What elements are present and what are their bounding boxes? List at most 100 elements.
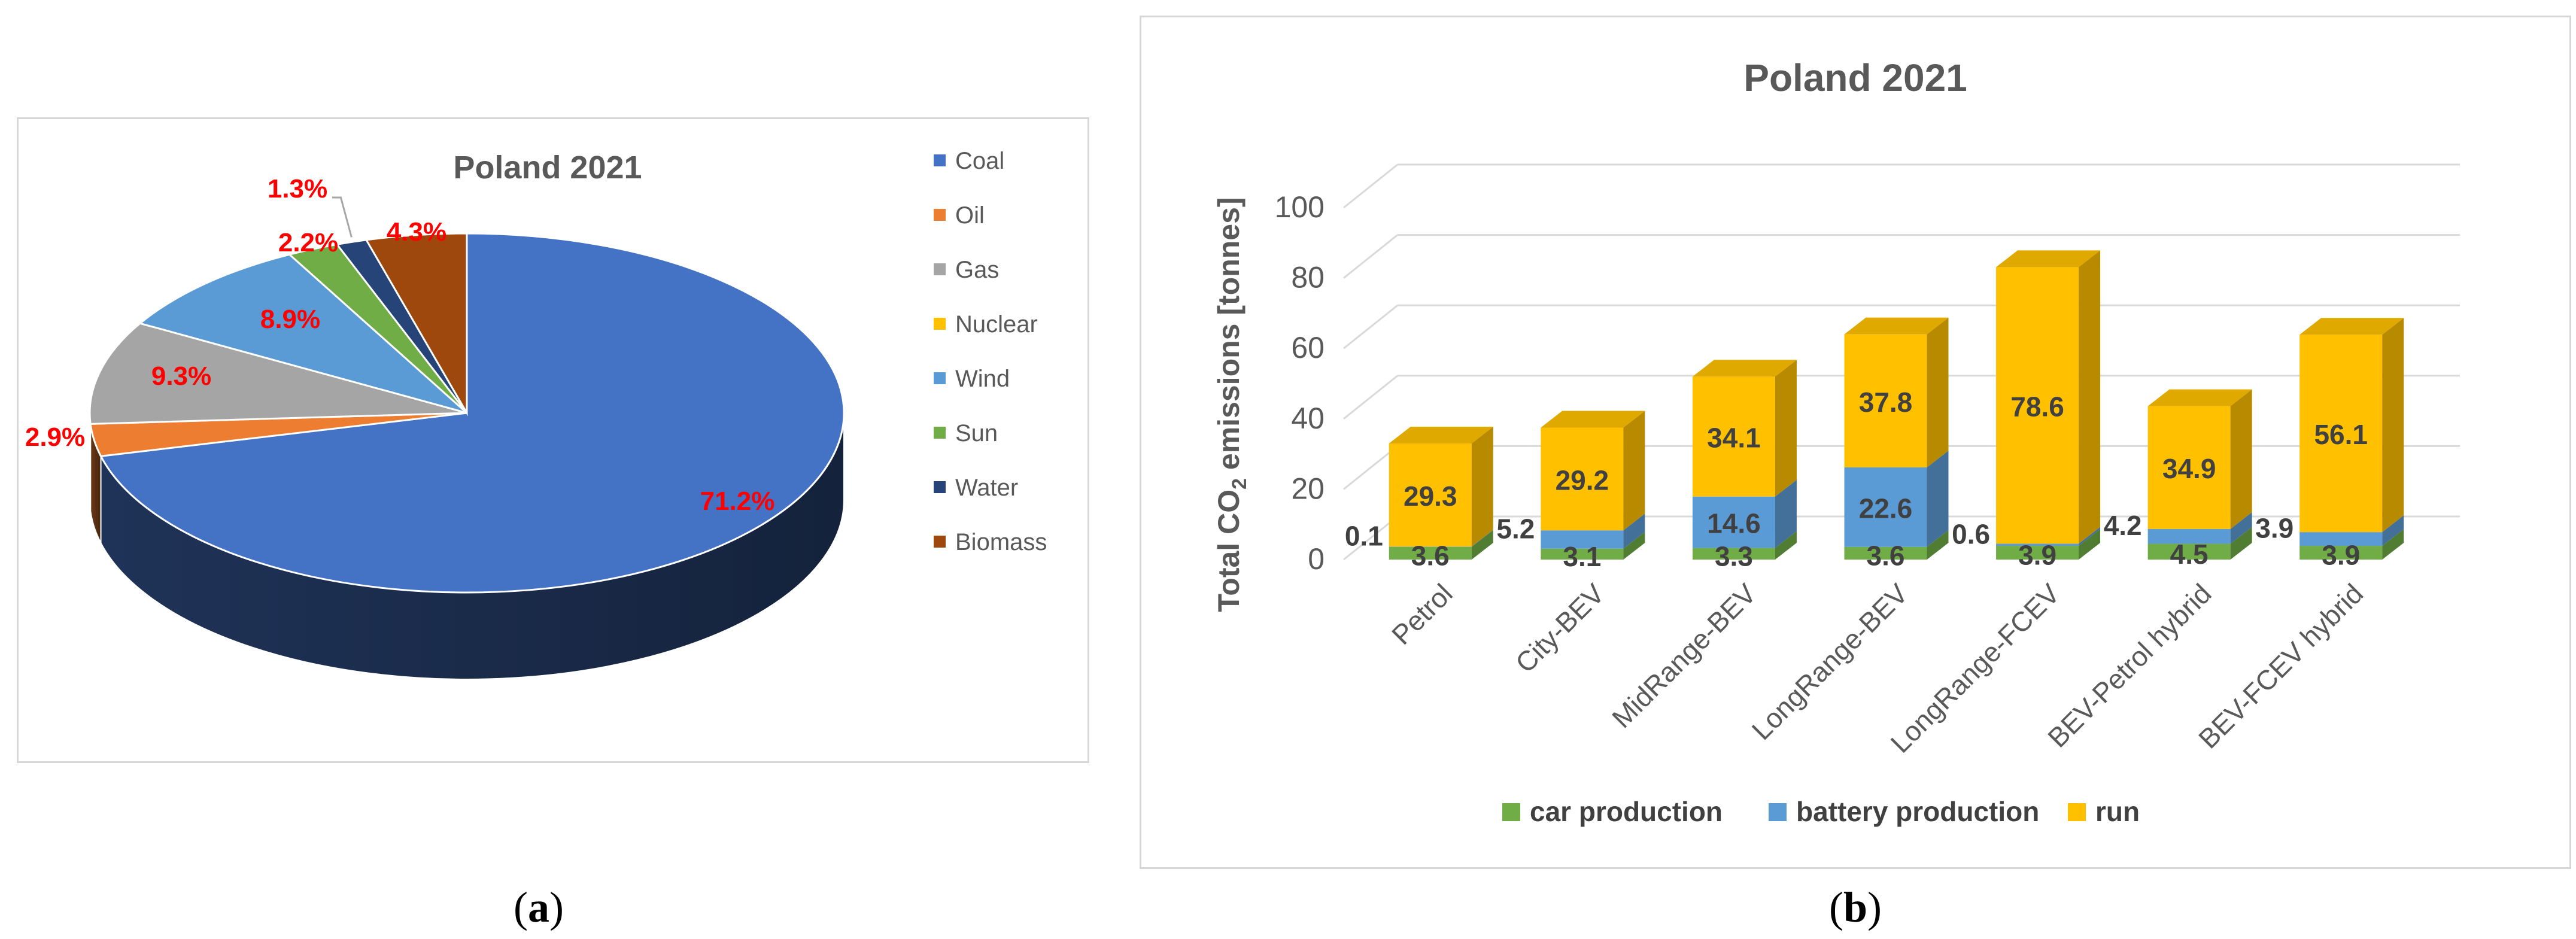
label-longrange-fcev-car-production: 3.9	[2018, 540, 2056, 571]
bar-petrol-run	[1389, 443, 1472, 547]
legend-label-wind: Wind	[955, 366, 1010, 392]
pie-label-water: 1.3%	[268, 174, 327, 203]
bar-bev-petrol-hybrid-battery-production	[2147, 528, 2231, 544]
pie-legend: Coal Oil Gas Nuclear Wind Sun Water Biomass	[934, 148, 1047, 555]
bar-side-petrol-battery-production	[1471, 530, 1493, 547]
pie-slice-wind	[138, 253, 467, 414]
legend-label-biomass: Biomass	[955, 529, 1047, 555]
bar-petrol-car-production	[1389, 546, 1472, 560]
pie-title: Poland 2021	[453, 150, 642, 186]
label-bev-fcev-hybrid-run: 56.1	[2314, 419, 2368, 450]
legend-label-run: run	[2095, 796, 2140, 827]
gridline-diag-80	[1343, 234, 1398, 279]
pie-data-labels: 71.2% 2.9% 9.3% 8.9% 2.2% 1.3% 4.3%	[25, 174, 775, 516]
label-bev-fcev-hybrid-battery-production: 3.9	[2255, 513, 2294, 544]
bar-side-bev-fcev-hybrid-run	[2382, 318, 2404, 533]
category-label-midrange-bev: MidRange-BEV	[1606, 578, 1762, 734]
bar-top-petrol	[1389, 426, 1493, 443]
label-city-bev-run: 29.2	[1556, 464, 1609, 496]
label-longrange-fcev-battery-production: 0.6	[1952, 518, 1990, 549]
bar-midrange-bev-run	[1692, 376, 1775, 497]
bar-longrange-bev-battery-production	[1844, 467, 1927, 547]
bar-top-city-bev	[1541, 411, 1645, 428]
bar-top-bev-petrol-hybrid	[2147, 389, 2252, 406]
bar-side-midrange-bev-car-production	[1775, 531, 1797, 560]
pie-chart: Poland 2021 71.2% 2.9% 9.3% 8.9% 2.2% 1.3% 4.3%…	[25, 148, 1047, 680]
pie-slices	[89, 232, 845, 594]
bar-chart: Poland 2021 0 20 40 60 80 100 Total CO2 emissio…	[1212, 56, 2460, 827]
pie-label-biomass: 4.3%	[387, 217, 446, 247]
bar-side-bev-fcev-hybrid-battery-production	[2382, 515, 2404, 546]
bar-side-petrol-run	[1471, 426, 1493, 547]
category-label-bev-petrol-hybrid: BEV-Petrol hybrid	[2042, 578, 2217, 753]
bar-top-longrange-fcev	[1996, 250, 2101, 268]
bar-side-city-bev-battery-production	[1623, 513, 1645, 549]
bar-bev-fcev-hybrid-run	[2299, 335, 2383, 533]
legend-swatch-oil	[934, 209, 946, 221]
label-longrange-fcev-run: 78.6	[2010, 391, 2064, 422]
gridline-diag-100	[1343, 163, 1398, 209]
bar-side-midrange-bev-run	[1775, 360, 1797, 497]
bar-side-bev-petrol-hybrid-run	[2230, 389, 2252, 529]
bar-longrange-fcev-run	[1996, 267, 2079, 544]
label-petrol-battery-production: 0.1	[1345, 521, 1383, 552]
pie-label-oil: 2.9%	[25, 423, 85, 452]
bar-title: Poland 2021	[1743, 56, 1967, 99]
gridline-diag-0	[1343, 515, 1398, 561]
legend-swatch-coal	[934, 154, 946, 166]
pie-slice-coal	[99, 232, 845, 594]
bar-side-bev-fcev-hybrid-car-production	[2382, 529, 2404, 560]
bar-top-bev-fcev-hybrid	[2299, 318, 2404, 335]
category-label-longrange-bev: LongRange-BEV	[1746, 578, 1914, 746]
label-longrange-bev-car-production: 3.6	[1867, 540, 1905, 571]
legend-label-oil: Oil	[955, 202, 985, 229]
y-axis-label: Total CO2 emissions [tonnes]	[1212, 197, 1251, 612]
legend-label-coal: Coal	[955, 148, 1004, 174]
bar-city-bev-battery-production	[1541, 530, 1624, 549]
caption-b: (b)	[1829, 883, 1882, 931]
pie-slice-biomass	[364, 232, 468, 417]
bar-bev-fcev-hybrid-car-production	[2299, 546, 2383, 560]
label-midrange-bev-battery-production: 14.6	[1707, 508, 1761, 539]
legend-swatch-gas	[934, 263, 946, 275]
legend-swatch-biomass	[934, 536, 946, 548]
label-bev-petrol-hybrid-run: 34.9	[2162, 453, 2216, 484]
category-label-longrange-fcev: LongRange-FCEV	[1885, 578, 2066, 759]
ytick-60: 60	[1291, 331, 1325, 364]
bar-city-bev-car-production	[1541, 548, 1624, 560]
bar-side-city-bev-car-production	[1623, 531, 1645, 560]
pie-slice-gas	[89, 322, 467, 425]
label-city-bev-battery-production: 5.2	[1496, 513, 1535, 544]
label-petrol-run: 29.3	[1404, 481, 1457, 512]
legend-label-battery-production: battery production	[1796, 796, 2039, 827]
bar-side-longrange-fcev-battery-production	[2079, 527, 2101, 546]
bar-side-longrange-fcev-car-production	[2079, 529, 2101, 560]
bar-legend: car production battery production run	[1502, 796, 2140, 827]
category-label-bev-fcev-hybrid: BEV-FCEV hybrid	[2192, 578, 2369, 754]
ytick-20: 20	[1291, 472, 1325, 505]
label-longrange-bev-run: 37.8	[1859, 387, 1913, 418]
gridline-diag-40	[1343, 375, 1398, 420]
bar-series	[1389, 250, 2404, 560]
bar-longrange-fcev-battery-production	[1996, 543, 2079, 546]
label-petrol-car-production: 3.6	[1411, 540, 1450, 571]
bar-bev-fcev-hybrid-battery-production	[2299, 532, 2383, 546]
label-city-bev-car-production: 3.1	[1563, 541, 1601, 572]
ytick-0: 0	[1308, 542, 1325, 576]
bar-bev-petrol-hybrid-run	[2147, 406, 2231, 529]
legend-label-nuclear: Nuclear	[955, 311, 1038, 338]
pie-leader-line-water	[332, 196, 353, 238]
bar-side-midrange-bev-battery-production	[1775, 479, 1797, 548]
pie-label-wind: 8.9%	[260, 305, 320, 334]
bar-longrange-fcev-car-production	[1996, 546, 2079, 560]
pie-label-coal: 71.2%	[700, 487, 775, 516]
ytick-40: 40	[1291, 402, 1325, 435]
legend-swatch-run	[2068, 803, 2086, 821]
label-bev-fcev-hybrid-car-production: 3.9	[2322, 540, 2360, 571]
legend-label-sun: Sun	[955, 420, 998, 446]
legend-label-gas: Gas	[955, 257, 999, 283]
bar-side-longrange-bev-car-production	[1927, 530, 1949, 560]
label-longrange-bev-battery-production: 22.6	[1859, 493, 1913, 524]
bar-side-city-bev-run	[1623, 411, 1645, 531]
